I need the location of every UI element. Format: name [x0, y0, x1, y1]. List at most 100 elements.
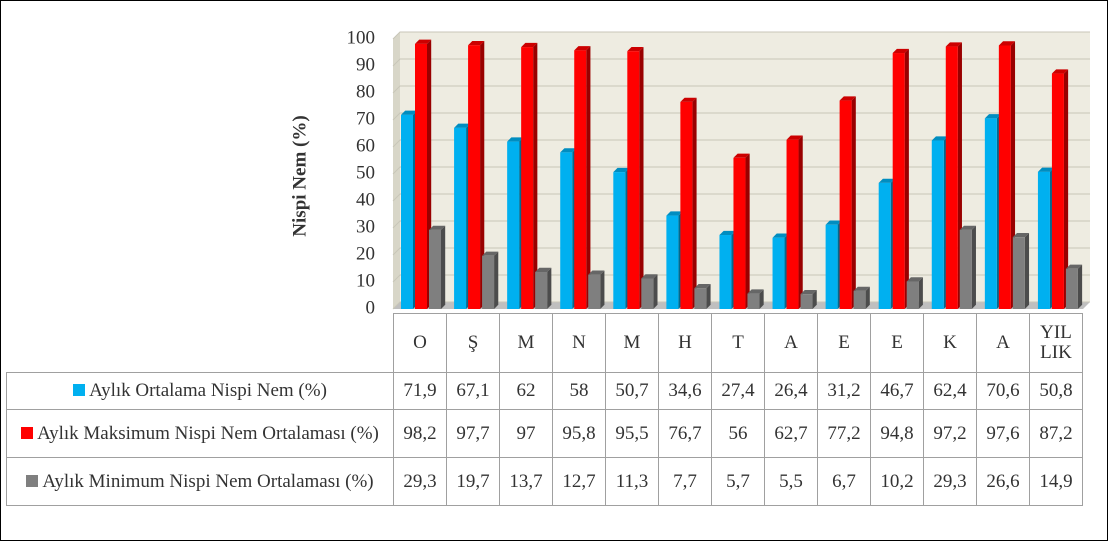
y-tick-label: 60 [356, 135, 375, 156]
bar-top [680, 97, 697, 102]
x-tick-label: K [923, 313, 977, 373]
bar-top [560, 148, 577, 153]
x-tick-label: E [870, 313, 924, 373]
data-label: 70,6 [976, 372, 1030, 410]
bar-top [825, 220, 842, 225]
grid-line [392, 139, 1090, 148]
y-tick-label: 90 [356, 54, 375, 75]
bar-top [747, 289, 764, 294]
bar [1065, 268, 1078, 309]
bar-top [931, 136, 948, 141]
data-label: 95,8 [552, 409, 606, 458]
y-tick-label: 20 [356, 243, 375, 264]
bar [627, 51, 640, 310]
data-label: 71,9 [393, 372, 447, 410]
bar-top [666, 211, 683, 216]
y-tick-label: 100 [347, 27, 376, 48]
legend-cell: Aylık Ortalama Nispi Nem (%) [6, 372, 394, 410]
data-label: 13,7 [499, 457, 553, 506]
legend-swatch [73, 384, 86, 396]
bar-top [401, 110, 418, 115]
x-tick-label: A [764, 313, 818, 373]
bar-side [851, 96, 856, 309]
bar [560, 152, 573, 309]
bar-side [798, 135, 803, 309]
bar-side [653, 274, 658, 309]
bar [429, 229, 441, 309]
bar-top [906, 277, 923, 282]
grid-line [392, 193, 1090, 202]
bar-side [480, 41, 485, 309]
bar-top [786, 135, 803, 140]
data-label: 14,9 [1029, 457, 1083, 506]
bar-top [719, 230, 736, 236]
x-tick-label: O [393, 313, 447, 373]
bar-side [759, 289, 764, 309]
bar-top [429, 225, 446, 230]
bar [825, 224, 838, 309]
y-tick-label: 80 [356, 81, 375, 102]
bar-side [904, 48, 909, 310]
grid-line [392, 274, 1090, 283]
bar-side [1063, 69, 1069, 309]
x-tick-label: YIL LIK [1029, 313, 1083, 373]
bar-top [574, 46, 591, 51]
bar-top [945, 42, 962, 47]
y-tick-label: 10 [356, 270, 375, 291]
bar-side [745, 153, 750, 309]
legend-cell: Aylık Minimum Nispi Nem Ortalaması (%) [6, 457, 394, 506]
series-row: Aylık Ortalama Nispi Nem (%) 71,9 67,1 62 58… [6, 372, 1083, 410]
bar-top [892, 48, 909, 54]
data-label: 62,4 [923, 372, 977, 410]
grid-line [392, 247, 1090, 256]
data-label: 19,7 [446, 457, 500, 506]
y-axis-label: Nispi Nem (%) [289, 115, 310, 236]
bar [1037, 171, 1050, 309]
bar-side [1024, 232, 1030, 309]
bar-top [839, 96, 856, 101]
data-label: 10,2 [870, 457, 924, 506]
bar [800, 294, 813, 309]
data-label: 29,3 [393, 457, 447, 506]
bar-top [535, 267, 552, 273]
x-tick-label: N [552, 313, 606, 373]
bar-side [1077, 264, 1083, 309]
data-label: 26,6 [976, 457, 1030, 506]
bar-side [812, 289, 817, 309]
bar-side [971, 225, 976, 309]
bar-top [482, 251, 499, 256]
x-tick-label: H [658, 313, 712, 373]
x-tick-label: M [605, 313, 659, 373]
data-label: 97 [499, 409, 553, 458]
y-tick-label: 0 [366, 297, 376, 318]
bar [959, 229, 972, 309]
bar [468, 45, 481, 310]
bar-top [959, 225, 976, 230]
bar-top [800, 289, 817, 295]
bar [613, 172, 626, 309]
bar-side [706, 284, 711, 309]
bar-top [454, 123, 471, 128]
bar [415, 43, 427, 310]
bar [574, 50, 587, 310]
bar [772, 237, 785, 309]
bar [733, 157, 746, 309]
bar-top [588, 270, 605, 275]
data-label: 5,5 [764, 457, 818, 506]
bar-top [1037, 167, 1055, 172]
grid-line [392, 166, 1090, 175]
data-label: 62 [499, 372, 553, 410]
data-label: 34,6 [658, 372, 712, 410]
data-label: 97,2 [923, 409, 977, 458]
bar-side [918, 277, 923, 309]
bar [507, 141, 520, 309]
series-row: Aylık Maksimum Nispi Nem Ortalaması (%) 9… [6, 409, 1083, 458]
x-tick-label: A [976, 313, 1030, 373]
x-tick-label: E [817, 313, 871, 373]
bar-top [694, 284, 711, 289]
legend-label: Aylık Minimum Nispi Nem Ortalaması (%) [42, 470, 374, 492]
bar [1051, 73, 1064, 309]
data-label: 46,7 [870, 372, 924, 410]
